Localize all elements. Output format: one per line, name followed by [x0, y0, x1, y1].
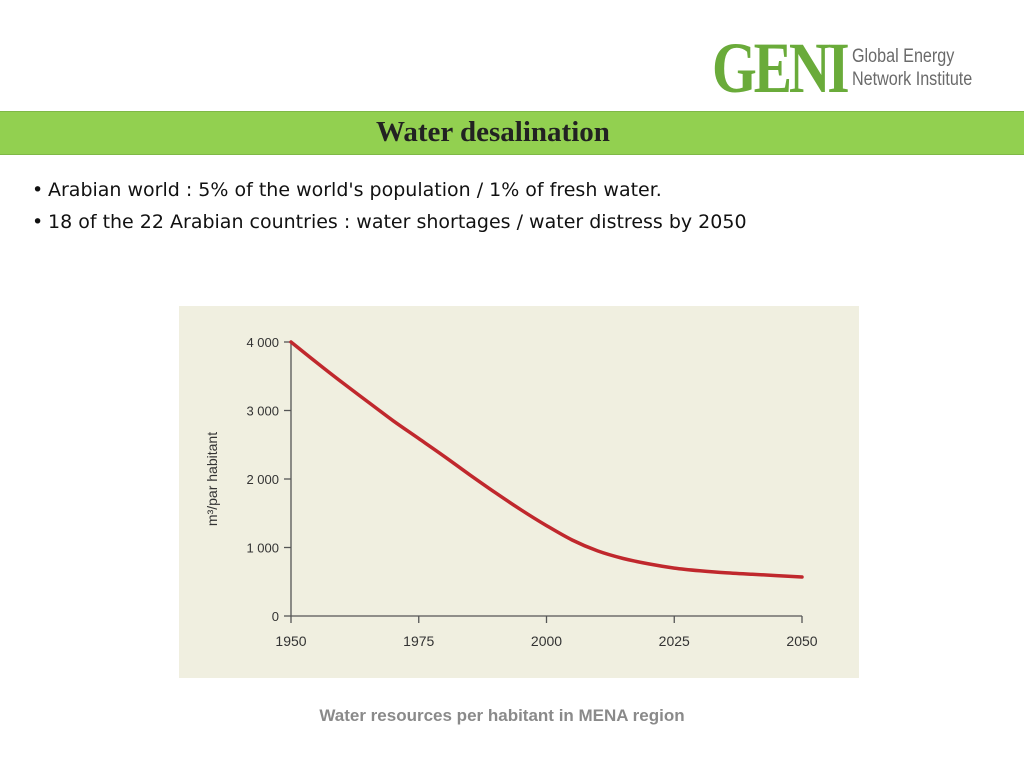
- x-tick-label: 2025: [659, 633, 690, 649]
- logo-text: Global Energy Network Institute: [852, 45, 972, 91]
- water-resources-chart: 0 1 000 2 000 3 000 4 000 1950 1975 2000 2025 205…: [179, 306, 859, 678]
- logo-mark: GENI: [712, 28, 850, 108]
- chart-caption: Water resources per habitant in MENA reg…: [319, 706, 685, 725]
- bullet-dot-icon: •: [32, 211, 44, 233]
- bullet-item: • Arabian world : 5% of the world's popul…: [32, 174, 747, 206]
- y-tick-label: 0: [272, 609, 279, 624]
- chart-background: [179, 306, 859, 678]
- geni-logo: GENI Global Energy Network Institute: [712, 30, 994, 106]
- bullet-list: • Arabian world : 5% of the world's popul…: [32, 174, 747, 238]
- y-tick-label: 1 000: [246, 541, 279, 556]
- title-bar: Water desalination: [0, 111, 1024, 155]
- logo-line-1: Global Energy: [852, 46, 955, 67]
- x-tick-label: 1950: [275, 633, 306, 649]
- x-tick-label: 1975: [403, 633, 434, 649]
- y-tick-label: 2 000: [246, 472, 279, 487]
- logo-line-2: Network Institute: [852, 69, 973, 90]
- slide-title: Water desalination: [376, 116, 610, 148]
- y-tick-label: 4 000: [246, 335, 279, 350]
- x-tick-label: 2000: [531, 633, 562, 649]
- x-tick-label: 2050: [786, 633, 817, 649]
- series-line: [289, 340, 804, 579]
- y-tick-label: 3 000: [246, 404, 279, 419]
- bullet-text: Arabian world : 5% of the world's popula…: [48, 179, 662, 201]
- bullet-item: • 18 of the 22 Arabian countries : water …: [32, 206, 747, 238]
- bullet-dot-icon: •: [32, 179, 44, 201]
- y-axis-label: m³/par habitant: [204, 432, 220, 526]
- bullet-text: 18 of the 22 Arabian countries : water s…: [48, 211, 747, 233]
